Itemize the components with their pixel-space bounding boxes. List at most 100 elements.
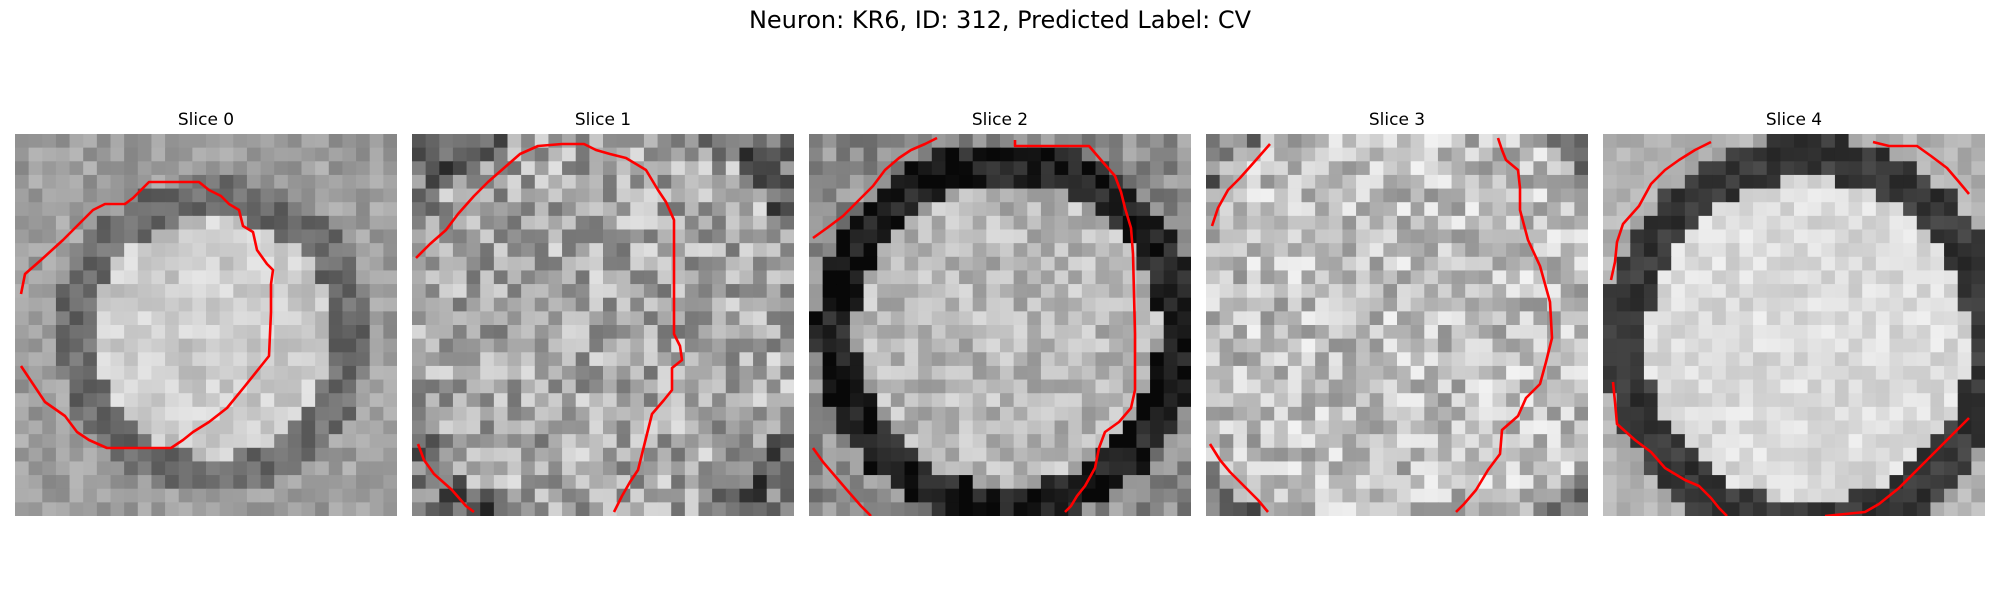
slice-pixel (165, 229, 180, 244)
slice-pixel (534, 311, 550, 326)
slice-pixel (603, 461, 618, 476)
slice-pixel (1971, 243, 1985, 258)
slice-pixel (684, 134, 700, 149)
slice-pixel (412, 488, 427, 503)
slice-pixel (1903, 215, 1918, 231)
slice-pixel (575, 147, 590, 162)
slice-pixel (1274, 488, 1289, 503)
slice-pixel (753, 475, 768, 490)
slice-pixel (383, 215, 397, 231)
slice-pixel (836, 461, 851, 476)
slice-pixel (287, 311, 303, 326)
slice-pixel (1957, 502, 1972, 516)
slice-pixel (1547, 379, 1562, 394)
slice-pixel (1136, 338, 1151, 353)
slice-pixel (739, 147, 754, 162)
slice-pixel (1356, 325, 1371, 340)
slice-pixel (1753, 502, 1768, 516)
slice-pixel (1328, 475, 1344, 490)
slice-pixel (1274, 174, 1289, 190)
slice-pixel (1410, 488, 1425, 503)
slice-pixel (766, 393, 781, 408)
slice-pixel (178, 270, 193, 285)
slice-pixel (1342, 147, 1357, 162)
slice-pixel (1547, 284, 1562, 299)
slice-pixel (233, 475, 248, 490)
slice-pixel (1122, 434, 1138, 449)
slice-pixel (1603, 188, 1618, 203)
slice-pixel (315, 365, 330, 381)
slice-pixel (766, 379, 781, 394)
slice-pixel (96, 311, 112, 326)
slice-pixel (1233, 338, 1248, 353)
slice-pixel (246, 202, 262, 217)
slice-pixel (1163, 475, 1178, 490)
slice-pixel (1301, 215, 1316, 231)
slice-pixel (328, 243, 344, 258)
slice-pixel (1465, 188, 1480, 203)
slice-pixel (684, 325, 700, 340)
slice-pixel (1506, 243, 1521, 258)
slice-pixel (1122, 229, 1138, 244)
slice-pixel (69, 174, 84, 190)
slice-pixel (1725, 256, 1741, 272)
slice-pixel (849, 338, 865, 353)
slice-pixel (1081, 365, 1097, 381)
slice-pixel (1492, 311, 1507, 326)
slice-pixel (233, 461, 248, 476)
slice-pixel (753, 243, 768, 258)
slice-pixel (1465, 311, 1480, 326)
slice-pixel (616, 270, 631, 285)
slice-pixel (369, 256, 384, 272)
slice-pixel (809, 202, 824, 217)
slice-pixel (192, 161, 207, 176)
slice-pixel (1095, 338, 1110, 353)
slice-pixel (562, 393, 577, 408)
slice-pixel (589, 256, 604, 272)
slice-pixel (904, 475, 919, 490)
slice-pixel (1547, 134, 1562, 149)
slice-pixel (1944, 447, 1959, 463)
slice-pixel (534, 420, 550, 435)
slice-pixel (315, 447, 330, 463)
slice-pixel (766, 447, 781, 463)
slice-pixel (1725, 379, 1741, 394)
slice-pixel (1081, 270, 1097, 285)
slice-pixel (233, 229, 248, 244)
slice-pixel (1301, 352, 1316, 367)
slice-pixel (1875, 502, 1891, 516)
slice-pixel (780, 243, 794, 258)
slice-pixel (1739, 352, 1754, 367)
slice-pixel (822, 215, 837, 231)
slice-pixel (712, 134, 727, 149)
slice-pixel (1848, 188, 1863, 203)
slice-pixel (1095, 243, 1110, 258)
slice-pixel (69, 338, 84, 353)
slice-pixel (1219, 147, 1234, 162)
slice-pixel (1054, 256, 1069, 272)
slice-pixel (1424, 352, 1439, 367)
slice-pixel (643, 461, 659, 476)
slice-pixel (412, 202, 427, 217)
slice-pixel (521, 447, 536, 463)
slice-pixel (1616, 365, 1631, 381)
slice-pixel (383, 256, 397, 272)
slice-pixel (836, 365, 851, 381)
slice-pixel (439, 188, 454, 203)
slice-pixel (480, 297, 495, 312)
slice-pixel (1424, 475, 1439, 490)
slice-pixel (219, 488, 234, 503)
slice-pixel (151, 338, 166, 353)
slice-pixel (1150, 325, 1165, 340)
slice-pixel (1848, 270, 1863, 285)
slice-pixel (1739, 284, 1754, 299)
slice-pixel (110, 475, 125, 490)
slice-pixel (849, 502, 865, 516)
slice-pixel (1889, 311, 1904, 326)
slice-pixel (69, 365, 84, 381)
slice-pixel (1630, 174, 1645, 190)
slice-pixel (918, 379, 933, 394)
slice-pixel (959, 256, 974, 272)
slice-pixel (931, 379, 947, 394)
slice-pixel (328, 202, 344, 217)
